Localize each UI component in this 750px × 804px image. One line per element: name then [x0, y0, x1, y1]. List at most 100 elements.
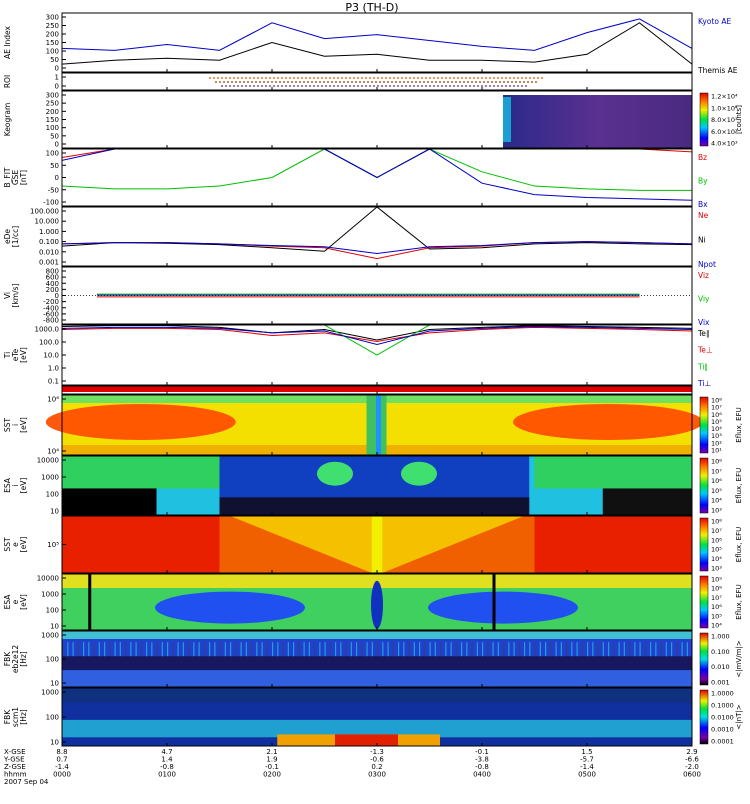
ylabel-sst_i: i — [11, 424, 20, 426]
xtick-label: -6.6 — [685, 756, 699, 764]
xtick-label: 1.4 — [161, 756, 173, 764]
series-ne-line — [61, 241, 693, 260]
colorbar-label-keogram: [counts] — [735, 105, 743, 134]
ytick-density: 0.010 — [39, 248, 59, 256]
colorbar-tick-sst_e: 10⁷ — [711, 527, 722, 535]
ytick-sst_i: 10⁶ — [47, 396, 59, 404]
fbk-e-stripe — [508, 642, 510, 657]
ytick-temperature: 1000.0 — [35, 326, 60, 334]
ytick-roi: 0 — [55, 83, 59, 91]
fbk-e-stripe — [140, 642, 142, 657]
fbk-e-stripe — [293, 642, 295, 657]
ylabel-temperature: [eV] — [19, 347, 28, 363]
keogram-bright-edge — [503, 97, 511, 142]
fbk-e-stripe — [340, 642, 342, 657]
xtick-label: -0.8 — [160, 763, 174, 771]
date-label: 2007 Sep 04 — [4, 778, 49, 786]
xtick-label: 8.8 — [56, 748, 67, 756]
fbk-e-stripe — [608, 642, 610, 657]
colorbar-tick-keogram: 8.0×10³ — [711, 116, 738, 124]
fbk-e-stripe — [130, 642, 132, 657]
esa-e-right-hole — [428, 591, 578, 624]
xtick-label: -5.7 — [580, 756, 594, 764]
xtick-label: 0300 — [368, 771, 386, 779]
colorbar-tick-sst_i: 10⁵ — [711, 418, 722, 426]
ytick-fbk_b: 1000 — [41, 689, 59, 697]
fbk-e-stripe — [686, 642, 688, 657]
fbk-e-stripe — [62, 642, 64, 657]
fbk-b-top — [62, 688, 692, 703]
series-npot-line — [61, 241, 693, 254]
ytick-fbk_e: 10 — [50, 680, 59, 688]
fbk-e-stripe — [177, 642, 179, 657]
ytick-velocity: 200 — [46, 286, 59, 294]
xtick-label: 0000 — [53, 771, 71, 779]
ytick-keogram: 150 — [46, 116, 59, 124]
colorbar-tick-fbk_b: 1.0000 — [711, 690, 734, 698]
xtick-label: 0.7 — [56, 756, 67, 764]
legend-temperature: Ti⊥ — [697, 379, 711, 388]
colorbar-label-esa_i: Eflux, EFU — [735, 468, 743, 503]
legend-density: Npot — [698, 260, 716, 269]
ytick-velocity: 800 — [46, 268, 59, 276]
fbk-e-top — [62, 631, 692, 639]
fbk-e-stripe — [125, 642, 127, 657]
fbk-e-stripe — [182, 642, 184, 657]
fbk-e-stripe — [487, 642, 489, 657]
fbk-e-stripe — [266, 642, 268, 657]
fbk-e-stripe — [450, 642, 452, 657]
ytick-esa_e: 10 — [50, 623, 59, 631]
legend-bfit: Bz — [698, 153, 707, 162]
ylabel-sst_i: [eV] — [19, 417, 28, 433]
colorbar-tick-esa_i: 10⁷ — [711, 467, 722, 475]
ytick-sst_e: 10⁵ — [47, 541, 59, 549]
ylabel-keogram: Keogram — [3, 103, 12, 137]
ytick-esa_e: 10000 — [37, 575, 59, 583]
ytick-density: 100.000 — [30, 208, 59, 216]
panel-frame-ae — [61, 12, 693, 73]
fbk-e-stripe — [392, 642, 394, 657]
colorbar-keogram — [699, 92, 709, 147]
fbk-e-stripe — [77, 642, 79, 657]
ytick-temperature: 10.0 — [43, 352, 59, 360]
colorbar-fbk_b — [699, 689, 709, 745]
legend-ae: Themis AE — [697, 66, 738, 75]
ytick-ae: 200 — [46, 31, 59, 39]
fbk-e-stripe — [156, 642, 158, 657]
legend-temperature: Te∥ — [697, 329, 710, 338]
colorbar-sst_i — [699, 396, 709, 454]
sst-ion-left-lobe — [45, 404, 236, 440]
ylabel-temperature: Ti — [3, 352, 12, 359]
colorbar-tick-esa_i: 10³ — [711, 507, 722, 515]
fbk-e-stripe — [681, 642, 683, 657]
fbk-e-low — [62, 670, 692, 687]
xaxis-row-label: X-GSE — [4, 748, 26, 756]
fbk-e-stripe — [497, 642, 499, 657]
fbk-e-stripe — [251, 642, 253, 657]
fbk-e-stripe — [245, 642, 247, 657]
ylabel-fbk_b: FBK — [3, 709, 12, 724]
colorbar-tick-esa_e: 10⁵ — [711, 612, 722, 620]
fbk-e-stripe — [167, 642, 169, 657]
ytick-esa_i: 10000 — [37, 457, 59, 465]
fbk-e-stripe — [104, 642, 106, 657]
fbk-e-stripe — [335, 642, 337, 657]
ytick-esa_i: 10 — [50, 508, 59, 516]
ytick-keogram: 0 — [55, 141, 59, 149]
ylabel-sst_i: SST — [3, 418, 12, 433]
fbk-e-stripe — [135, 642, 137, 657]
colorbar-tick-fbk_b: 0.1000 — [711, 702, 734, 710]
fbk-e-stripe — [83, 642, 85, 657]
colorbar-tick-fbk_e: 0.001 — [711, 679, 730, 687]
ytick-keogram: 300 — [46, 92, 59, 100]
fbk-e-stripe — [277, 642, 279, 657]
ylabel-esa_i: ESA — [3, 477, 12, 493]
fbk-e-stripe — [98, 642, 100, 657]
ytick-velocity: 600 — [46, 274, 59, 282]
ylabel-density: eDe — [3, 229, 12, 244]
legend-temperature: Te⊥ — [697, 346, 712, 355]
ytick-esa_i: 1000 — [41, 474, 59, 482]
legend-density: Ni — [698, 236, 706, 245]
colorbar-tick-fbk_e: 1.000 — [711, 633, 730, 641]
colorbar-label-fbk_b: <|nT|> — [735, 704, 743, 729]
